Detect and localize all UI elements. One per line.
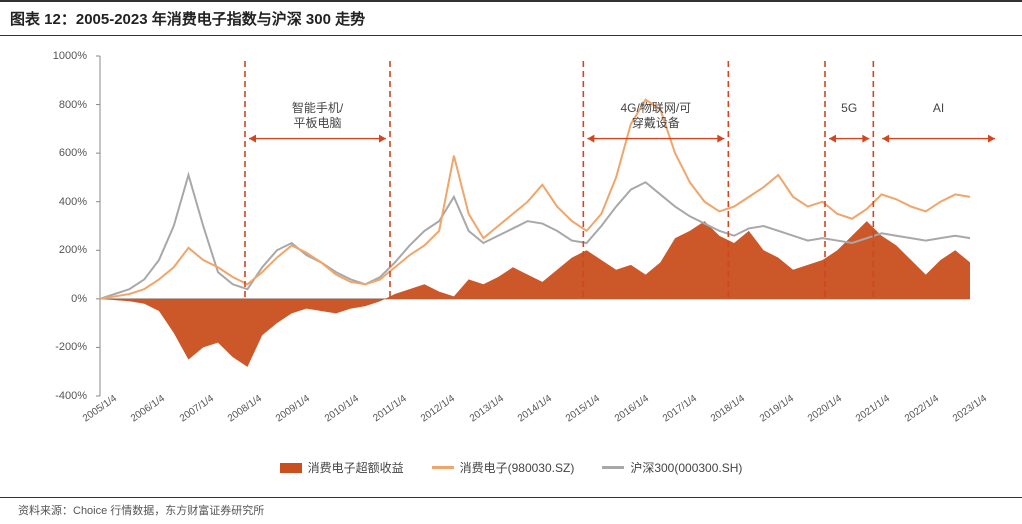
legend-swatch xyxy=(280,463,302,473)
x-tick-label: 2007/1/4 xyxy=(178,393,216,424)
x-tick-label: 2019/1/4 xyxy=(758,393,796,424)
x-axis: 2005/1/42006/1/42007/1/42008/1/42009/1/4… xyxy=(100,396,970,446)
legend: 消费电子超额收益 消费电子(980030.SZ) 沪深300(000300.SH) xyxy=(30,459,992,476)
x-tick-label: 2017/1/4 xyxy=(661,393,699,424)
x-tick-label: 2009/1/4 xyxy=(274,393,312,424)
y-tick-label: 1000% xyxy=(53,50,87,62)
x-tick-label: 2016/1/4 xyxy=(613,393,651,424)
x-tick-label: 2022/1/4 xyxy=(903,393,941,424)
x-tick-label: 2013/1/4 xyxy=(468,393,506,424)
chart-container: -400%-200%0%200%400%600%800%1000% 2005/1… xyxy=(30,46,992,476)
legend-swatch xyxy=(602,466,624,469)
legend-item: 消费电子超额收益 xyxy=(280,459,404,476)
legend-label: 沪深300(000300.SH) xyxy=(630,459,742,476)
legend-label: 消费电子(980030.SZ) xyxy=(460,459,575,476)
chart-title: 图表 12：2005-2023 年消费电子指数与沪深 300 走势 xyxy=(0,0,1022,36)
y-axis: -400%-200%0%200%400%600%800%1000% xyxy=(30,56,95,396)
y-tick-label: 200% xyxy=(59,244,87,256)
source-footer: 资料来源：Choice 行情数据，东方财富证券研究所 xyxy=(18,502,264,518)
x-tick-label: 2010/1/4 xyxy=(323,393,361,424)
x-tick-label: 2015/1/4 xyxy=(564,393,602,424)
y-tick-label: 600% xyxy=(59,147,87,159)
footer-rule xyxy=(0,497,1022,498)
x-tick-label: 2020/1/4 xyxy=(806,393,844,424)
era-label: AI xyxy=(889,101,989,117)
legend-item: 沪深300(000300.SH) xyxy=(602,459,742,476)
x-tick-label: 2021/1/4 xyxy=(854,393,892,424)
era-label: 4G/物联网/可 穿戴设备 xyxy=(606,101,706,132)
x-tick-label: 2006/1/4 xyxy=(129,393,167,424)
x-tick-label: 2014/1/4 xyxy=(516,393,554,424)
era-label: 5G xyxy=(799,101,899,117)
area-series xyxy=(100,221,970,367)
x-tick-label: 2023/1/4 xyxy=(951,393,989,424)
y-tick-label: 0% xyxy=(71,293,87,305)
legend-item: 消费电子(980030.SZ) xyxy=(432,459,575,476)
legend-label: 消费电子超额收益 xyxy=(308,459,404,476)
era-label: 智能手机/ 平板电脑 xyxy=(268,101,368,132)
legend-swatch xyxy=(432,466,454,469)
y-tick-label: 400% xyxy=(59,196,87,208)
x-tick-label: 2018/1/4 xyxy=(709,393,747,424)
x-tick-label: 2008/1/4 xyxy=(226,393,264,424)
y-tick-label: -400% xyxy=(55,390,87,402)
x-tick-label: 2011/1/4 xyxy=(371,393,409,424)
x-tick-label: 2012/1/4 xyxy=(419,393,457,424)
y-tick-label: 800% xyxy=(59,99,87,111)
y-tick-label: -200% xyxy=(55,341,87,353)
